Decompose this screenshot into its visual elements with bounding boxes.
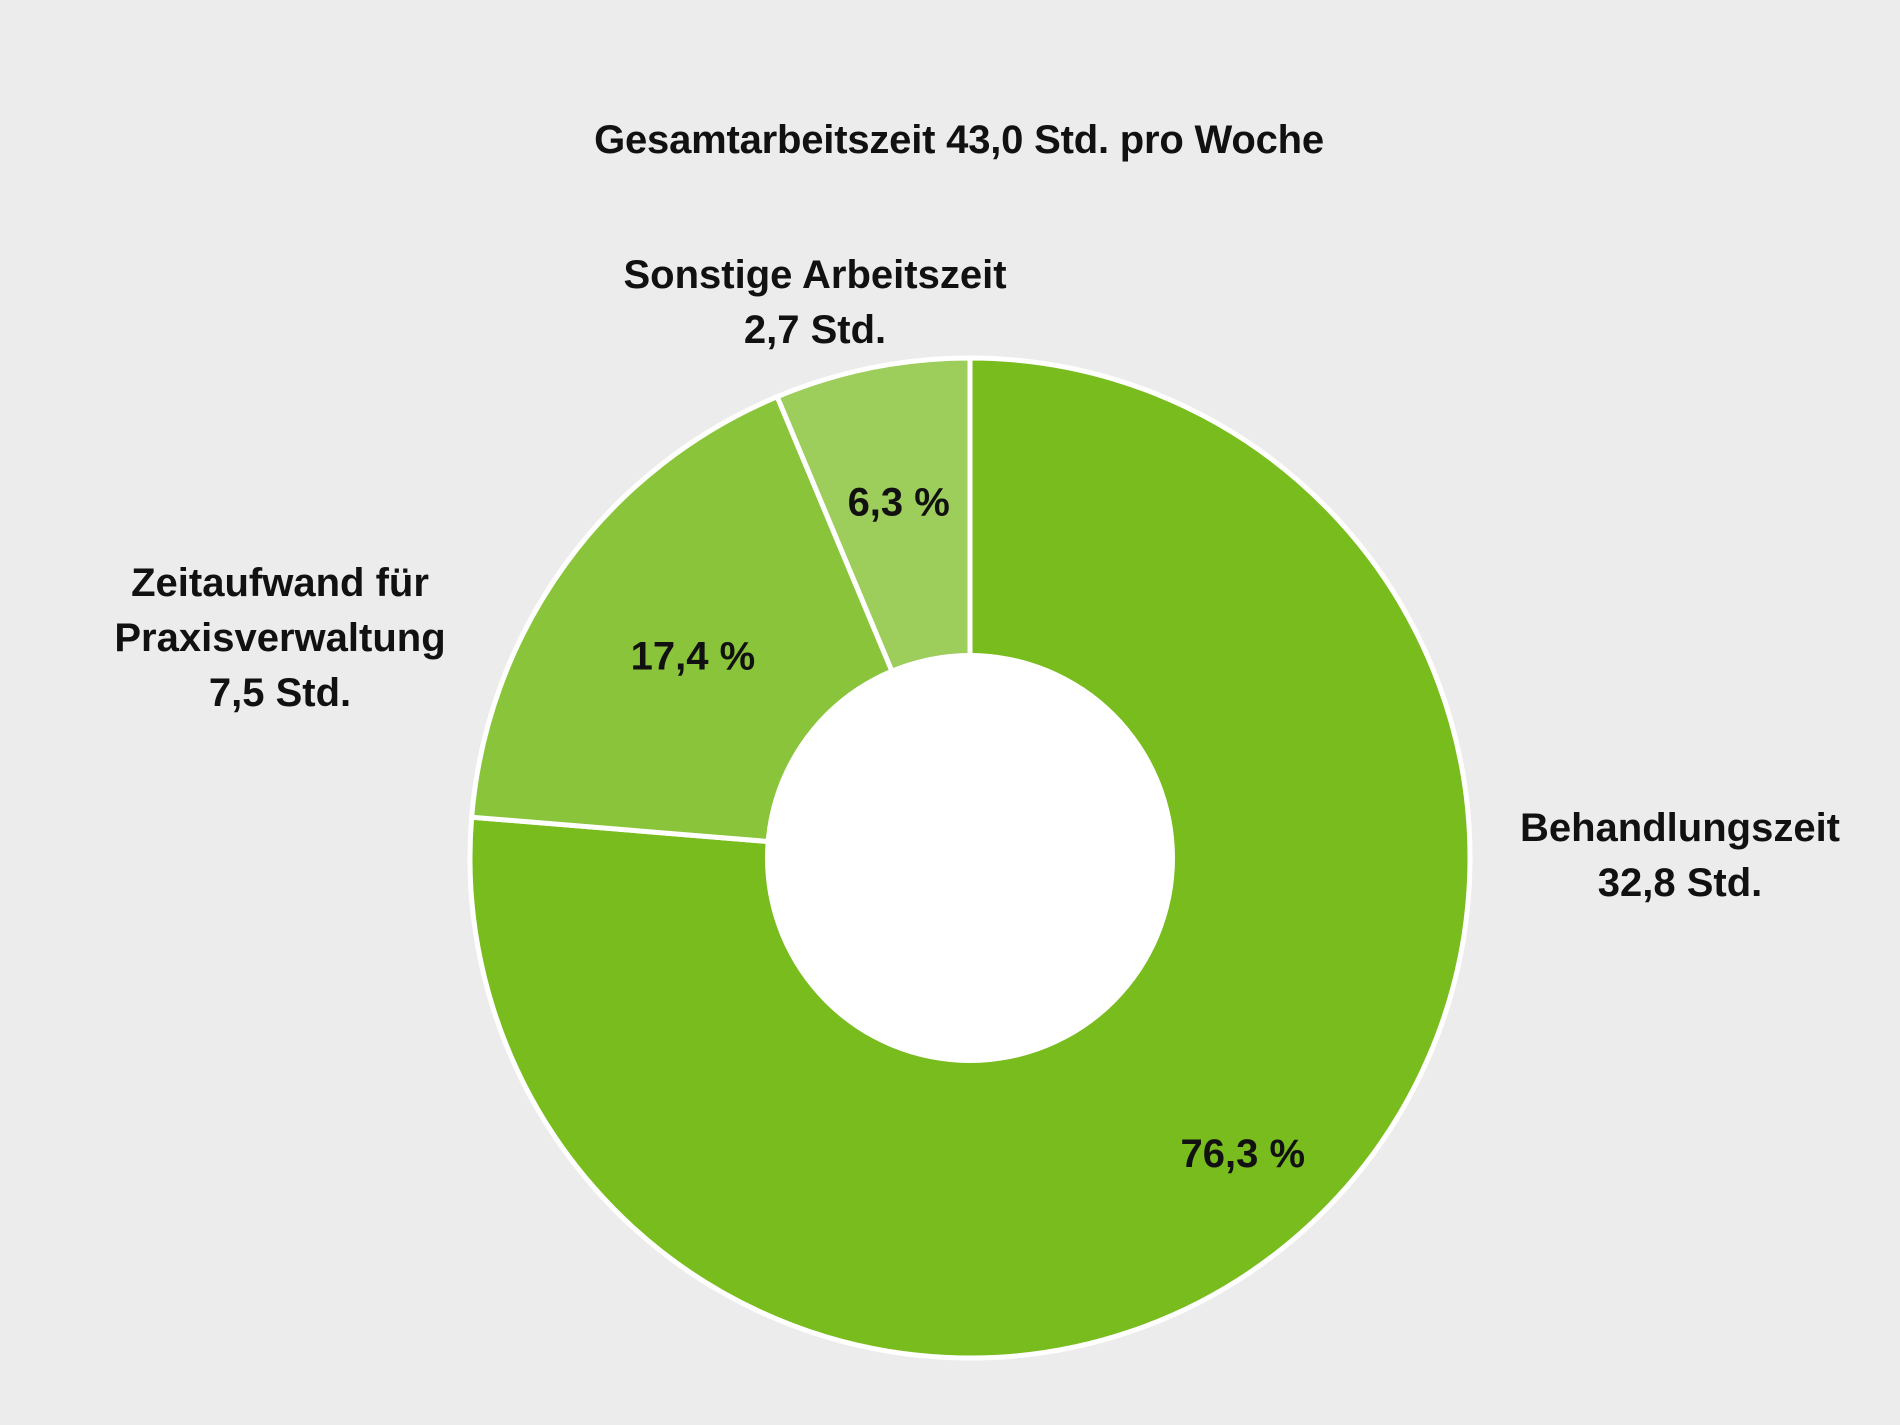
slice-hours: 32,8 Std. [1597,861,1763,905]
label-praxisverwaltung: Zeitaufwand für Praxisverwaltung 7,5 Std… [70,556,490,721]
percent-label-sonstige-arbeitszeit: 6,3 % [848,481,950,525]
label-sonstige-arbeitszeit: Sonstige Arbeitszeit 2,7 Std. [580,248,1050,358]
slice-hours: 2,7 Std. [743,308,887,352]
slice-behandlungszeit [467,355,1473,1361]
slice-name-line-1: Zeitaufwand für [131,561,429,605]
slice-hours: 7,5 Std. [208,671,352,715]
donut-hole [765,653,1175,1063]
percent-label-behandlungszeit: 76,3 % [1180,1132,1305,1176]
slice-name: Behandlungszeit [1519,806,1841,850]
slice-name-line-2: Praxisverwaltung [114,616,446,660]
label-behandlungszeit: Behandlungszeit 32,8 Std. [1480,801,1880,911]
chart-title: Gesamtarbeitszeit 43,0 Std. pro Woche [594,118,1324,162]
slice-name: Sonstige Arbeitszeit [623,253,1007,297]
percent-label-praxisverwaltung: 17,4 % [631,635,756,679]
percent-labels-layer: 76,3 % 17,4 % 6,3 % [631,481,1305,1176]
